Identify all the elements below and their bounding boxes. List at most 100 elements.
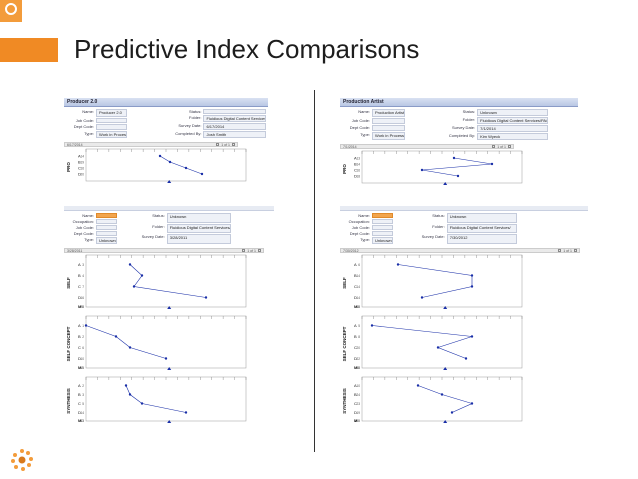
field-value: Fluidious Digital Content Services/ — [446, 223, 517, 234]
pattern-point — [450, 411, 454, 414]
field-label: Status: — [462, 109, 476, 114]
person-b-panel: Name: Occupation: Job Code: Dept Code: Type:… — [340, 206, 588, 446]
factor-value: 24 — [356, 393, 360, 397]
m-value: 100 — [354, 419, 360, 423]
field-value — [96, 219, 117, 224]
field-value — [372, 125, 406, 131]
artist-panel: Production Artist Name: Production Artist… — [340, 98, 578, 188]
next-page-icon[interactable] — [508, 145, 511, 148]
field-label: Folder: — [189, 115, 202, 120]
factor-value: 16 — [80, 296, 84, 300]
field-value: Fluidious Digital Content Services/ — [203, 115, 266, 122]
m-label: M — [354, 365, 358, 370]
producer-chart: PRO A 14B 19C 16D 20 — [66, 148, 247, 183]
prev-page-icon[interactable] — [492, 145, 496, 148]
factor-label: B — [354, 392, 357, 397]
next-page-icon[interactable] — [232, 143, 235, 146]
page-indicator: 1 of 1 — [563, 248, 572, 253]
norm-marker-icon — [443, 182, 448, 185]
pattern-point — [184, 166, 188, 170]
field-value — [203, 109, 266, 114]
field-label: Survey Date: — [421, 234, 445, 240]
m-value: 38 — [356, 366, 360, 370]
page-indicator: 1 of 1 — [221, 142, 230, 147]
chart-axis-label: PRO — [66, 162, 71, 172]
next-page-icon[interactable] — [574, 249, 577, 252]
norm-marker-icon — [167, 367, 172, 370]
m-label: M — [354, 418, 358, 423]
field-value: 3/28/2011 — [166, 234, 231, 244]
field-value: 6/17/2014 — [203, 123, 266, 130]
left-fields: Name: Occupation: Job Code: Dept Code: Type:… — [342, 213, 393, 244]
pattern-point — [456, 174, 460, 178]
prev-page-icon[interactable] — [558, 249, 562, 252]
field-label: Completed By: — [175, 131, 202, 136]
factor-value: 14 — [80, 411, 84, 415]
m-value: 28 — [80, 305, 84, 309]
self-concept-chart: SELF CONCEPT A 1 B 2 C 6 D 10 M15 — [66, 315, 247, 370]
chart-toolbar: 3/28/2011 1 of 1 — [64, 248, 264, 253]
norm-marker-icon — [167, 306, 172, 309]
field-value — [372, 118, 406, 124]
pattern-point — [436, 346, 440, 349]
right-fields: Status: Unknown Folder: Fluidious Digital C… — [447, 109, 549, 140]
pattern-point — [128, 263, 132, 266]
pattern-point — [140, 274, 144, 277]
chart-axis-label: PRO — [342, 164, 347, 174]
factor-label: C — [78, 284, 81, 289]
pattern-line — [85, 325, 167, 359]
field-label: Job Code: — [75, 225, 94, 230]
factor-value: 10 — [80, 357, 84, 361]
chart-date: 7/1/2014 — [343, 144, 357, 149]
factor-value: 3 — [82, 393, 84, 397]
field-label: Dept Code: — [73, 231, 94, 236]
factor-value: 20 — [80, 173, 84, 177]
factor-value: 14 — [356, 274, 360, 278]
factor-value: 4 — [82, 274, 84, 278]
person-a-panel: Name: Occupation: Job Code: Dept Code: Type:… — [64, 206, 274, 446]
page-indicator: 1 of 1 — [247, 248, 256, 253]
factor-label: B — [78, 273, 81, 278]
factor-label: B — [78, 160, 81, 165]
field-label: Folder: — [432, 223, 445, 229]
self-chart: SELF A 3 B 4 C 7 D 16 M28 — [66, 254, 247, 309]
field-label: Status: — [432, 213, 445, 218]
panel-info: Name: Occupation: Job Code: Dept Code: Type:… — [64, 211, 274, 246]
prev-page-icon[interactable] — [242, 249, 246, 252]
norm-marker-icon — [167, 420, 172, 423]
chart-axis-label: SELF CONCEPT — [342, 326, 347, 361]
field-label: Completed By: — [448, 133, 476, 138]
factor-label: B — [354, 273, 357, 278]
pattern-point — [132, 285, 136, 288]
field-value: Kim Wyeck — [477, 133, 549, 140]
m-label: M — [354, 304, 358, 309]
chart-axis-label: SELF — [66, 277, 71, 289]
slide-title: Predictive Index Comparisons — [74, 34, 420, 64]
panel-info: Name: Production Artist Job Code: Dept Code… — [340, 107, 578, 142]
factor-label: B — [354, 162, 357, 167]
factor-value: 2 — [82, 384, 84, 388]
right-fields: Status: Unknown Folder: Fluidious Digital C… — [141, 213, 231, 244]
field-label: Survey Date: — [141, 234, 165, 240]
field-label: Type: — [360, 132, 370, 137]
field-label: Occupation: — [348, 219, 370, 224]
factor-label: B — [78, 392, 81, 397]
redacted-name-field — [372, 213, 393, 218]
factor-label: D — [354, 295, 357, 300]
factor-value: 6 — [358, 263, 360, 267]
norm-marker-icon — [167, 180, 172, 183]
right-fields: Status: Unknown Folder: Fluidious Digital C… — [421, 213, 517, 244]
field-label: Survey Date: — [452, 125, 476, 130]
next-page-icon[interactable] — [258, 249, 261, 252]
synthesis-chart: SYNTHESIS A 2B 3C 5D 14 M43 — [66, 376, 247, 423]
panel-info: Name: Occupation: Job Code: Dept Code: Type:… — [340, 211, 588, 246]
field-value: Producer 2.0 — [96, 109, 128, 117]
field-value: Fluidious Digital Content Services/PA/ — [477, 117, 549, 124]
prev-page-icon[interactable] — [216, 143, 220, 146]
factor-label: A — [78, 383, 81, 388]
chart-frame — [361, 315, 523, 369]
page-indicator: 1 of 1 — [497, 144, 506, 149]
pattern-point — [470, 274, 474, 277]
company-logo-icon — [11, 449, 33, 471]
